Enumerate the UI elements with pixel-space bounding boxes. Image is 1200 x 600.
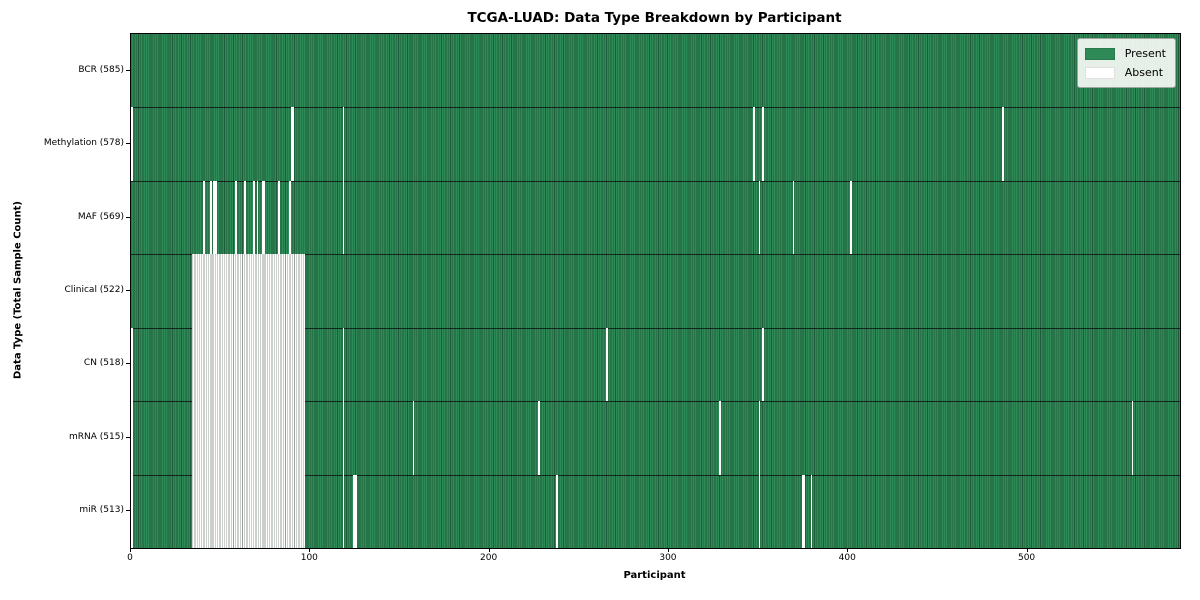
absent-stripe (235, 180, 237, 255)
y-tick-mark (126, 363, 130, 365)
y-tick-label: Methylation (578) (43, 138, 124, 149)
absent-stripe (606, 327, 608, 402)
x-tick-mark (130, 548, 131, 552)
y-tick-mark (126, 436, 130, 438)
absent-stripe (261, 180, 264, 255)
absent-stripe (292, 107, 295, 181)
absent-stripe (191, 401, 305, 475)
y-tick-mark (126, 216, 130, 218)
absent-stripe (758, 401, 761, 475)
y-tick-label: MAF (569) (77, 211, 124, 222)
present-swatch (1084, 47, 1115, 60)
absent-stripe (1131, 401, 1134, 475)
absent-stripe (252, 180, 255, 255)
absent-stripe (355, 474, 357, 548)
absent-stripe (801, 474, 804, 548)
absent-stripe (412, 401, 415, 475)
x-tick-label: 500 (1017, 553, 1036, 563)
absent-stripe (278, 180, 280, 255)
absent-stripe (131, 107, 133, 181)
plot-area: Present Absent (130, 33, 1181, 549)
x-tick-mark (309, 548, 311, 552)
y-tick-label: BCR (585) (78, 64, 124, 75)
absent-stripe (131, 327, 133, 402)
absent-stripe (202, 180, 205, 255)
absent-stripe (342, 107, 345, 181)
absent-stripe (555, 474, 558, 548)
absent-stripe (353, 474, 356, 548)
y-tick-mark (126, 510, 130, 512)
absent-stripe (213, 180, 216, 255)
absent-stripe (753, 107, 755, 181)
absent-stripe (191, 327, 305, 402)
x-tick-label: 300 (659, 553, 677, 563)
y-tick-mark (126, 143, 130, 145)
absent-stripe (342, 474, 345, 548)
chart-title: TCGA-LUAD: Data Type Breakdown by Partic… (467, 10, 842, 26)
y-tick-label: mRNA (515) (69, 431, 124, 442)
x-tick-label: 0 (127, 553, 133, 563)
absent-stripe (209, 180, 212, 255)
absent-stripe (762, 107, 764, 181)
absent-stripe (215, 180, 218, 255)
y-tick-labels: BCR (585) Methylation (578) MAF (569) Clini… (0, 0, 124, 600)
y-tick-mark (126, 290, 130, 291)
absent-stripe (792, 180, 795, 255)
absent-stripe (191, 254, 305, 328)
absent-stripe (758, 474, 761, 548)
absent-stripe (243, 180, 246, 255)
x-axis-label: Participant (623, 570, 686, 581)
y-tick-label: CN (518) (83, 358, 124, 369)
heatmap-row-Methylation (131, 107, 1180, 181)
x-tick-label: 100 (300, 553, 318, 563)
absent-stripe (191, 474, 305, 548)
absent-stripe (290, 107, 293, 181)
y-tick-label: Clinical (522) (64, 285, 124, 295)
heatmap-row-mRNA (131, 401, 1180, 475)
heatmap-row-CN (131, 327, 1180, 402)
x-tick-label: 200 (480, 553, 498, 563)
x-tick-mark (847, 548, 849, 552)
heatmap-row-miR (131, 474, 1180, 548)
absent-stripe (758, 180, 761, 255)
legend-label: Present (1124, 47, 1166, 60)
legend: Present Absent (1076, 38, 1176, 88)
heatmap-row-MAF (131, 180, 1180, 255)
x-tick-mark (488, 548, 490, 552)
absent-stripe (803, 474, 806, 548)
x-tick-label: 400 (838, 553, 856, 563)
absent-stripe (342, 180, 345, 255)
absent-stripe (762, 327, 764, 402)
heatmap-row-Clinical (131, 254, 1180, 328)
absent-stripe (131, 474, 133, 548)
heatmap-row-BCR (131, 34, 1180, 108)
absent-swatch (1084, 66, 1115, 79)
absent-stripe (1002, 107, 1005, 181)
absent-stripe (850, 180, 852, 255)
legend-label: Absent (1124, 66, 1164, 79)
absent-stripe (342, 401, 345, 475)
absent-stripe (810, 474, 813, 548)
absent-stripe (538, 401, 540, 475)
legend-item-present: Present (1084, 44, 1166, 63)
absent-stripe (288, 180, 291, 255)
absent-stripe (263, 180, 266, 255)
absent-stripe (131, 401, 133, 475)
legend-item-absent: Absent (1084, 63, 1166, 82)
absent-stripe (719, 401, 721, 475)
x-tick-mark (667, 548, 669, 552)
absent-stripe (342, 327, 345, 402)
y-tick-label: miR (513) (79, 505, 124, 516)
x-tick-mark (1026, 548, 1028, 552)
y-tick-mark (126, 69, 130, 71)
absent-stripe (256, 180, 259, 255)
